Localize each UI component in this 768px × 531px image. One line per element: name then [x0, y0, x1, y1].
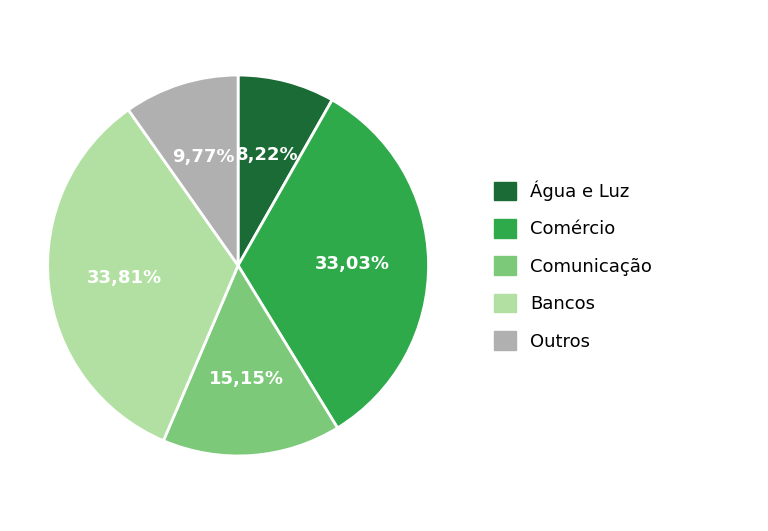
Text: 8,22%: 8,22% [236, 146, 299, 164]
Text: 15,15%: 15,15% [209, 371, 284, 389]
Wedge shape [128, 75, 238, 266]
Wedge shape [238, 75, 332, 266]
Wedge shape [48, 110, 238, 441]
Legend: Água e Luz, Comércio, Comunicação, Bancos, Outros: Água e Luz, Comércio, Comunicação, Banco… [485, 172, 661, 359]
Text: 33,03%: 33,03% [315, 255, 390, 272]
Wedge shape [164, 266, 337, 456]
Text: 33,81%: 33,81% [87, 269, 162, 287]
Text: 9,77%: 9,77% [172, 148, 235, 166]
Wedge shape [238, 100, 429, 428]
